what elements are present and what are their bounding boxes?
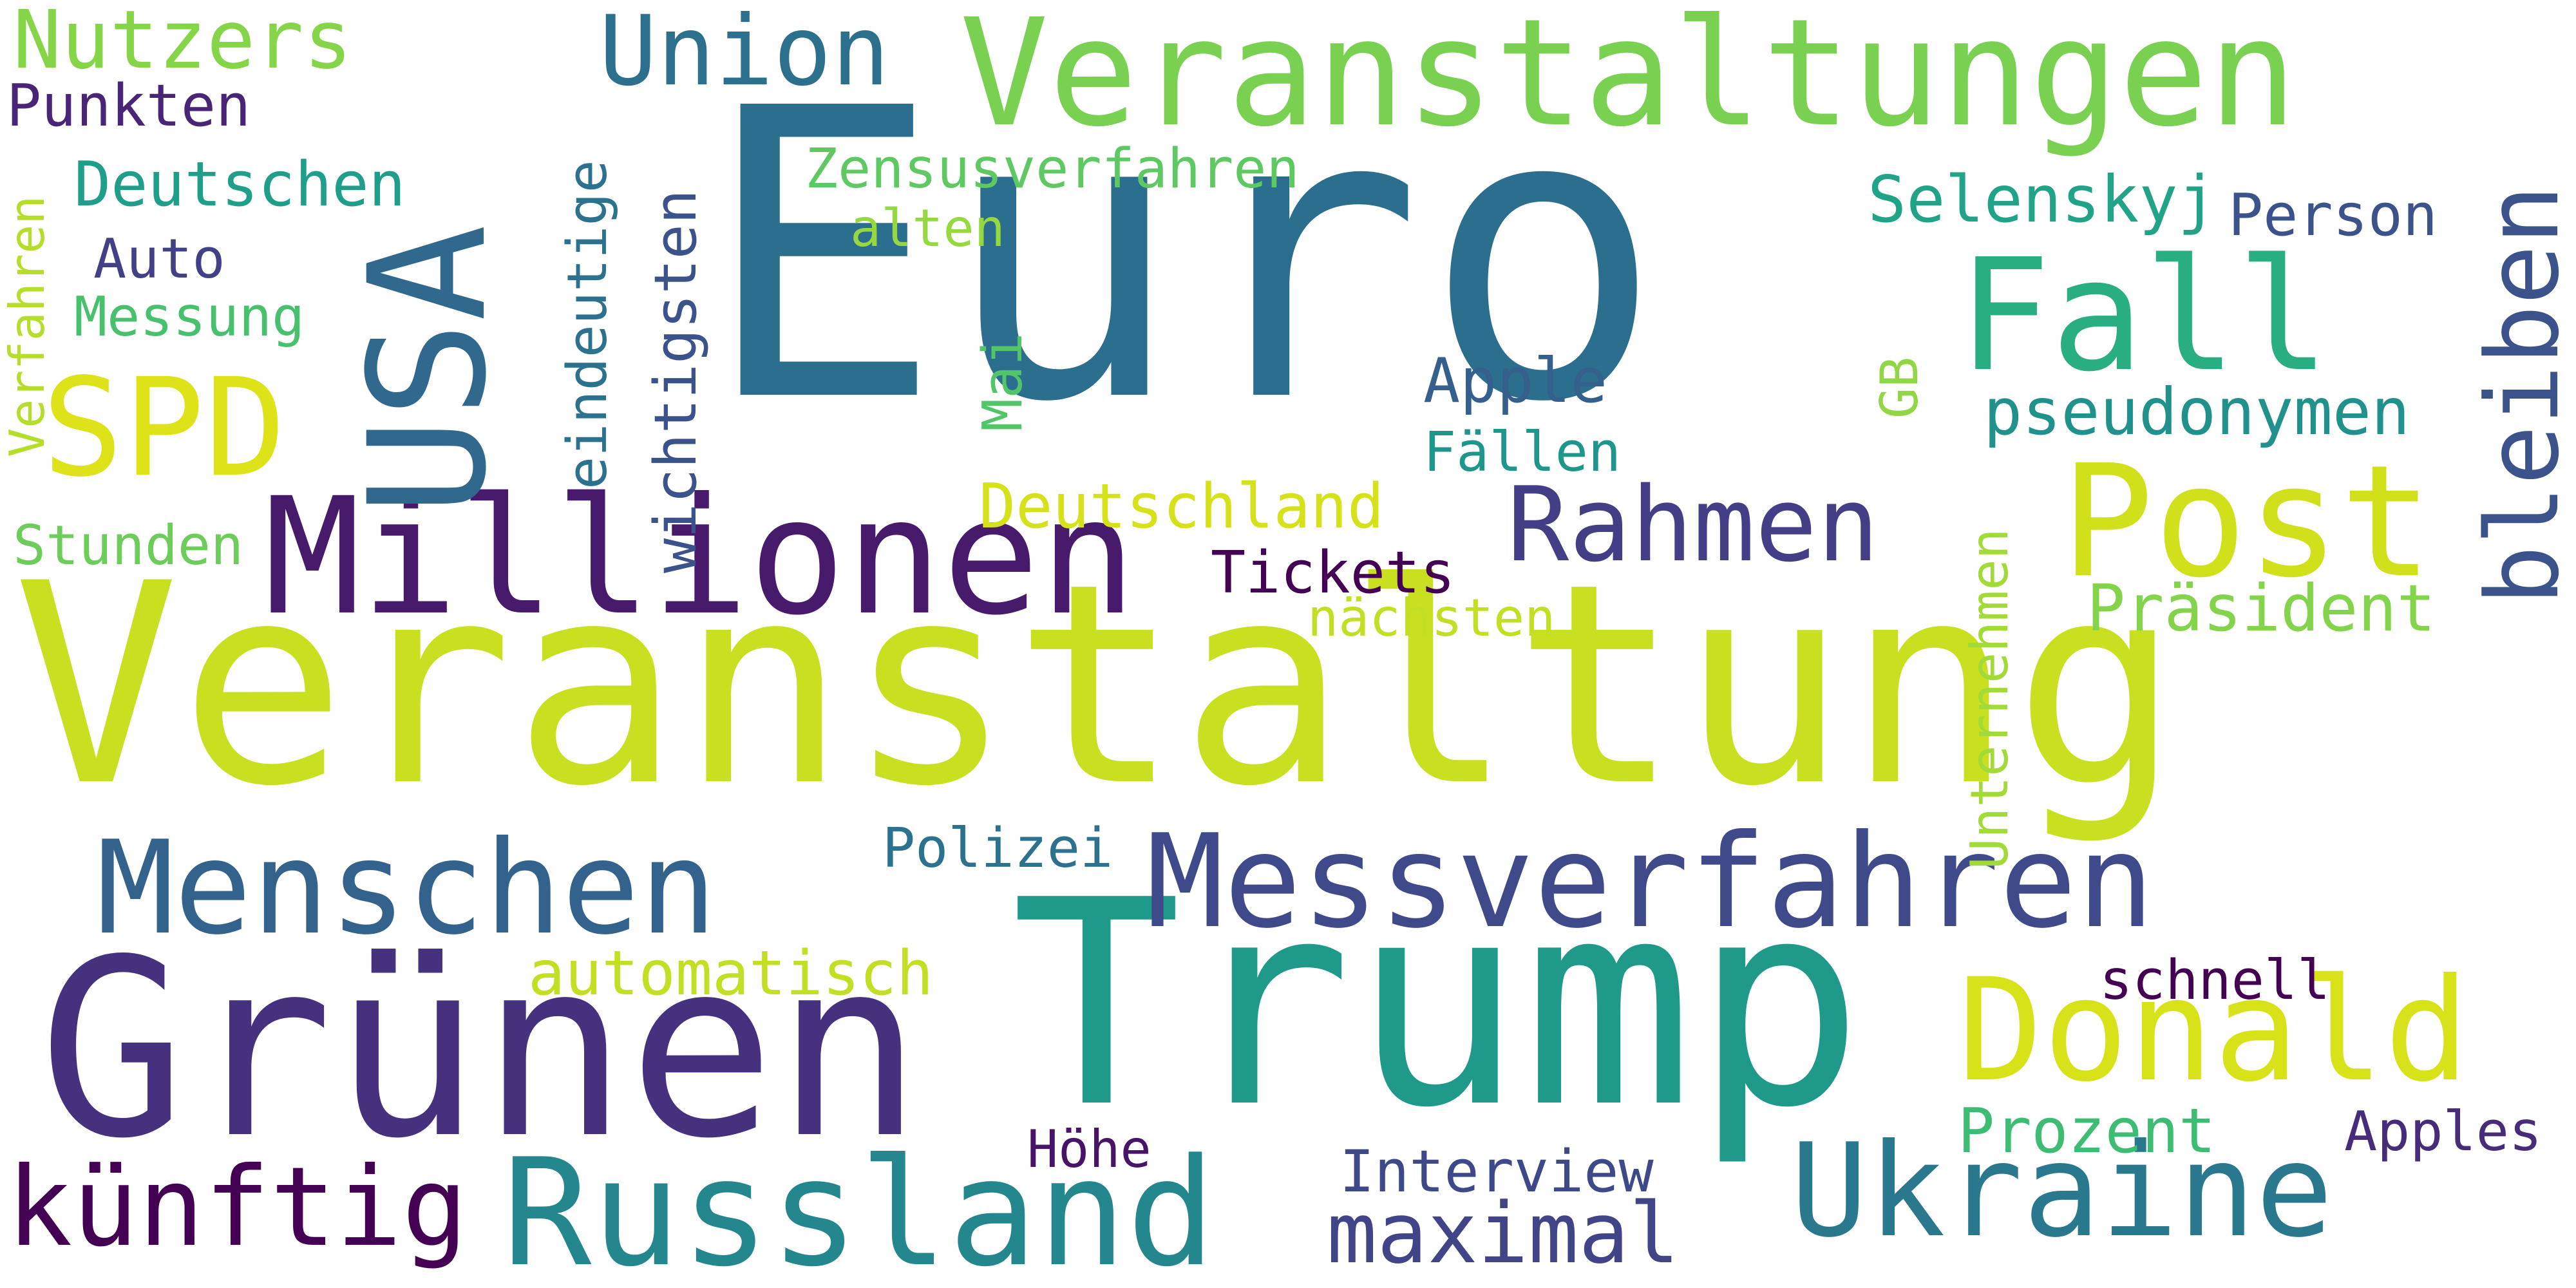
word-prozent: Prozent	[1958, 1096, 2216, 1167]
word-maximal: maximal	[1327, 1184, 1680, 1282]
word-zensusverfahren: Zensusverfahren	[805, 137, 1300, 201]
word-unternehmen: Unternehmen	[1960, 528, 2020, 869]
word-bleiben: bleiben	[2465, 184, 2576, 605]
word-pseudonymen: pseudonymen	[1984, 374, 2410, 450]
word-naechsten: nächsten	[1307, 588, 1556, 648]
word-post: Post	[2061, 431, 2433, 612]
word-donald: Donald	[1958, 948, 2470, 1113]
word-apples: Apples	[2344, 1100, 2543, 1164]
word-auto: Auto	[93, 227, 225, 291]
word-polizei: Polizei	[882, 817, 1113, 880]
word-alten: alten	[850, 198, 1005, 258]
word-gruenen: Grünen	[39, 907, 923, 1192]
word-millionen: Millionen	[264, 463, 1137, 650]
word-schnell: schnell	[2099, 949, 2331, 1012]
word-stunden: Stunden	[13, 514, 244, 578]
word-spd: SPD	[42, 349, 287, 507]
word-apple: Apple	[1423, 346, 1607, 417]
word-tickets: Tickets	[1211, 539, 1455, 607]
word-deutschen: Deutschen	[74, 149, 406, 220]
word-selenskyj: Selenskyj	[1868, 162, 2217, 237]
word-ukraine: Ukraine	[1790, 1116, 2333, 1266]
word-rahmen: Rahmen	[1507, 464, 1879, 585]
word-messung: Messung	[74, 285, 305, 349]
word-veranstaltung: Veranstaltung	[13, 525, 2181, 847]
word-verfahren: Verfahren	[0, 195, 55, 457]
word-automatisch: automatisch	[528, 938, 934, 1009]
word-menschen: Menschen	[97, 813, 717, 963]
word-usa: USA	[334, 224, 522, 515]
word-trump: Trump	[1011, 840, 1864, 1170]
word-euro: Euro	[702, 25, 1664, 489]
word-union: Union	[599, 0, 890, 108]
word-fall: Fall	[1958, 225, 2330, 406]
word-eindeutige: eindeutige	[556, 160, 620, 489]
word-punkten: Punkten	[6, 72, 251, 140]
word-praesident: Präsident	[2087, 571, 2436, 646]
word-wichtigsten: wichtigsten	[642, 189, 710, 573]
word-person: Person	[2228, 182, 2438, 249]
word-veranstaltungen: Veranstaltungen	[960, 0, 2298, 160]
word-gb: GB	[1870, 356, 1929, 419]
word-hoehe: Höhe	[1027, 1119, 1151, 1179]
word-messverfahren: Messverfahren	[1146, 807, 2155, 957]
word-kuenftig: künftig	[6, 1144, 468, 1271]
word-deutschland: Deutschland	[979, 471, 1385, 542]
word-faellen: Fällen	[1423, 421, 1622, 484]
word-interview: Interview	[1340, 1138, 1654, 1206]
word-mai: Mai	[971, 332, 1035, 431]
word-russland: Russland	[502, 1128, 1216, 1288]
word-nutzers: Nutzers	[13, 0, 352, 87]
